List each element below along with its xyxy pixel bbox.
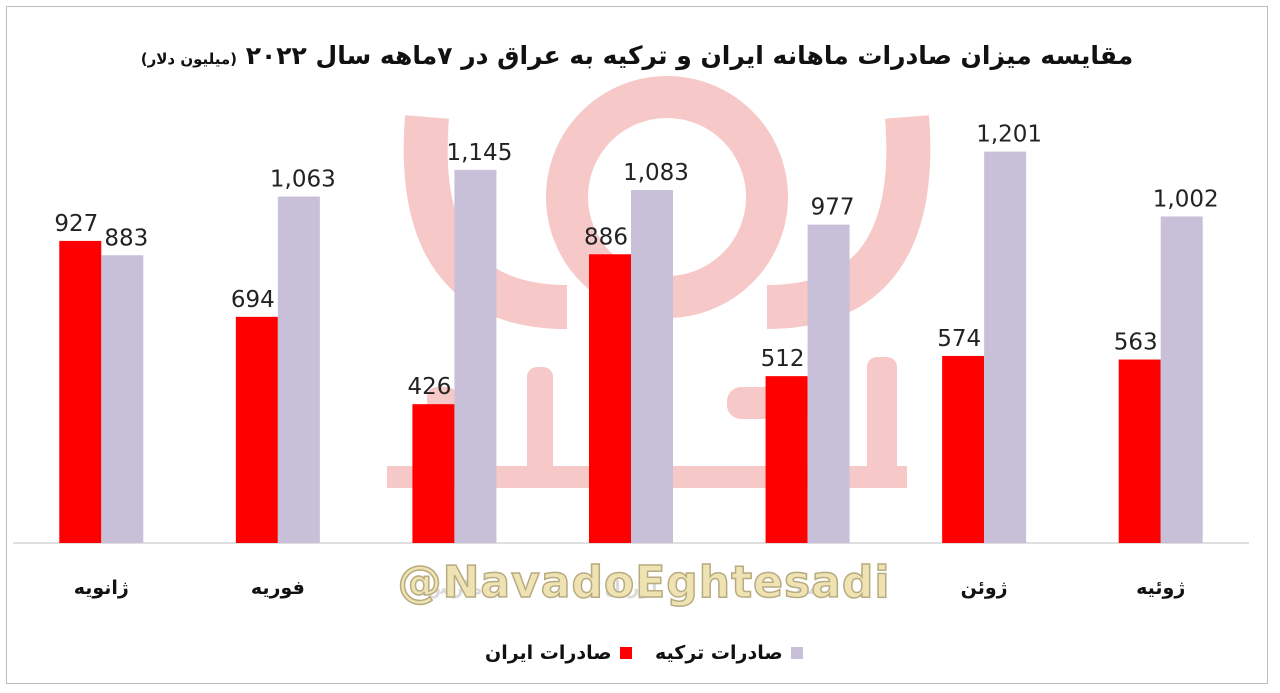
bar-turkey [277,196,320,543]
data-label-iran: 512 [761,346,805,372]
data-label-iran: 563 [1114,330,1158,356]
data-label-turkey: 1,201 [976,122,1042,148]
bar-turkey [631,190,673,544]
data-label-iran: 886 [584,224,628,250]
chart-frame: مقایسه میزان صادرات ماهانه ایران و ترکیه… [6,6,1268,684]
legend-label-turkey: صادرات ترکیه [655,642,783,664]
data-label-turkey: 1,083 [623,160,689,186]
legend-swatch-iran [619,647,632,659]
x-tick-label: ژوئیه [1136,577,1185,599]
watermark-handle: @NavadoEghtesadi [379,552,909,614]
bar-iran [59,240,102,544]
x-tick-label: ژانویه [74,577,129,599]
bar-turkey [807,224,850,543]
data-label-iran: 574 [937,326,981,352]
data-label-iran: 927 [54,211,98,237]
bar-iran [589,254,631,544]
data-label-turkey: 1,002 [1153,186,1219,212]
data-label-iran: 694 [231,287,275,313]
bar-turkey [101,255,144,543]
bar-iran [942,355,985,543]
x-tick-label: ژوئن [961,577,1008,599]
bar-turkey [1160,216,1203,543]
bar-turkey [984,151,1027,543]
bar-iran [1118,359,1161,543]
chart-plot: 927883ژانویه6941,063فوریه4261,145مارس886… [13,122,1249,599]
bar-iran [765,376,808,543]
data-label-iran: 426 [407,374,451,400]
legend-item-iran: صادرات ایران [485,640,632,666]
chart-subtitle: (میلیون دلار) [140,50,238,68]
data-label-turkey: 1,145 [446,140,512,166]
legend-swatch-turkey [790,647,803,659]
bar-iran [235,316,278,543]
data-label-turkey: 977 [811,195,855,221]
bar-iran [412,404,455,543]
bar-turkey [454,169,497,543]
legend-label-iran: صادرات ایران [485,642,612,664]
chart-title-text: مقایسه میزان صادرات ماهانه ایران و ترکیه… [245,41,1134,70]
x-tick-label: فوریه [251,577,305,599]
data-label-turkey: 1,063 [270,167,336,193]
chart-title: مقایسه میزان صادرات ماهانه ایران و ترکیه… [7,41,1267,70]
legend-item-turkey: صادرات ترکیه [655,640,803,666]
data-label-turkey: 883 [104,225,148,251]
